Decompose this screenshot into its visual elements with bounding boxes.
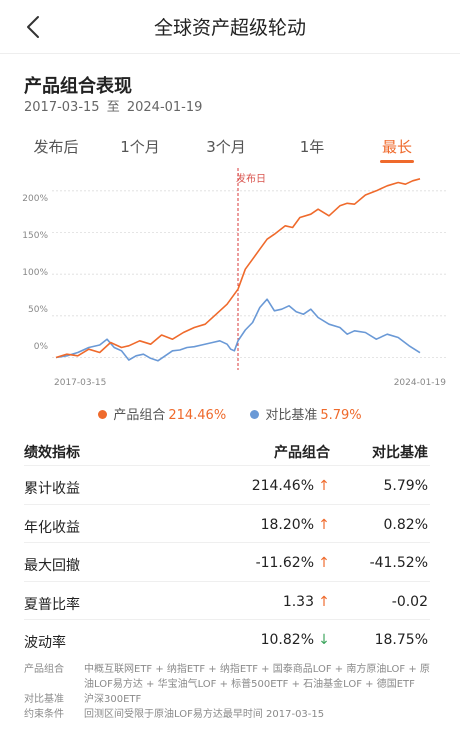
legend-benchmark-label: 对比基准 [265, 408, 318, 423]
arrow-up-icon: ↑ [318, 593, 330, 610]
metrics-header-metric: 绩效指标 [24, 445, 80, 461]
arrow-up-icon: ↑ [318, 516, 330, 533]
tab-1-year[interactable]: 1年 [299, 138, 325, 156]
date-start: 2017-03-15 [24, 100, 100, 115]
arrow-up-icon: ↑ [318, 478, 330, 494]
benchmark-value: 5.79% [383, 478, 428, 494]
section-title: 产品组合表现 [24, 76, 132, 97]
metric-label: 累计收益 [24, 481, 80, 497]
footnote-label: 对比基准 [24, 694, 64, 705]
benchmark-value: 18.75% [374, 632, 428, 648]
legend-benchmark: 对比基准 5.79% [250, 404, 362, 423]
metrics-header-benchmark: 对比基准 [372, 445, 428, 461]
arrow-down-icon: ↓ [318, 632, 330, 648]
benchmark-value: -41.52% [369, 555, 428, 571]
legend-portfolio: 产品组合 214.46% [98, 404, 226, 423]
legend-portfolio-value: 214.46% [168, 408, 227, 423]
legend-dot-icon [98, 410, 108, 419]
tab-since-release[interactable]: 发布后 [33, 138, 79, 156]
chart-legend: 产品组合 214.46% 对比基准 5.79% [0, 404, 460, 424]
x-end-label: 2024-01-19 [394, 378, 447, 388]
table-row: 波动率 10.82% ↓ 18.75% [24, 620, 430, 659]
legend-dot-icon [250, 410, 260, 419]
portfolio-value: 18.20% ↑ [261, 517, 330, 533]
tab-longest[interactable]: 最长 [357, 136, 437, 163]
table-row: 夏普比率 1.33 ↑ -0.02 [24, 582, 430, 620]
metric-label: 年化收益 [24, 519, 80, 536]
date-separator: 至 [106, 100, 120, 115]
footnote-text: 沪深300ETF [84, 694, 142, 705]
footnotes: 产品组合 中概互联网ETF + 纳指ETF + 纳指ETF + 国泰商品LOF … [24, 662, 436, 722]
performance-chart-svg: 200% 150% 100% 50% 0% 2017-03-15 2024-01… [22, 168, 447, 388]
performance-chart: 200% 150% 100% 50% 0% 2017-03-15 2024-01… [0, 162, 460, 394]
portfolio-series-line [55, 178, 421, 359]
back-button[interactable] [18, 10, 52, 44]
footnote-label: 约束条件 [24, 709, 64, 720]
footnote-constraint: 约束条件 回测区间受限于原油LOF易方达最早时间 2017-03-15 [24, 707, 436, 722]
footnote-text: 回测区间受限于原油LOF易方达最早时间 2017-03-15 [84, 709, 325, 720]
benchmark-value: 0.82% [383, 516, 428, 533]
table-row: 累计收益 214.46% ↑ 5.79% [24, 466, 430, 505]
footnote-benchmark: 对比基准 沪深300ETF [24, 692, 436, 707]
date-range: 2017-03-15 至 2024-01-19 [24, 96, 205, 115]
legend-portfolio-label: 产品组合 [113, 408, 166, 423]
y-tick-label: 200% [22, 194, 48, 204]
benchmark-series-line [55, 298, 421, 362]
footnote-text: 中概互联网ETF + 纳指ETF + 纳指ETF + 国泰商品LOF + 南方原… [84, 664, 430, 690]
chevron-left-icon [27, 16, 39, 38]
app-header: 全球资产超级轮动 [0, 0, 460, 54]
release-label: 发布日 [236, 172, 266, 185]
y-tick-label: 0% [34, 342, 49, 352]
legend-benchmark-value: 5.79% [320, 408, 362, 423]
portfolio-value: 1.33 ↑ [283, 594, 330, 610]
date-end: 2024-01-19 [126, 100, 203, 115]
portfolio-value-text: 1.33 [282, 593, 314, 610]
page-title: 全球资产超级轮动 [153, 17, 306, 39]
x-start-label: 2017-03-15 [54, 378, 106, 388]
y-tick-label: 100% [22, 268, 48, 278]
portfolio-value-text: -11.62% [255, 555, 314, 571]
period-tabs: 发布后 1个月 3个月 1年 最长 [0, 136, 460, 163]
portfolio-value: 10.82% ↓ [261, 632, 330, 648]
portfolio-value-text: 10.82% [260, 632, 314, 648]
metric-label: 夏普比率 [24, 596, 80, 613]
arrow-up-icon: ↑ [318, 555, 330, 571]
portfolio-value: -11.62% ↑ [256, 555, 330, 571]
table-row: 年化收益 18.20% ↑ 0.82% [24, 505, 430, 543]
metrics-table: 绩效指标 产品组合 对比基准 累计收益 214.46% ↑ 5.79% 年化收益 … [24, 436, 430, 659]
y-tick-label: 50% [28, 305, 48, 315]
portfolio-value: 214.46% ↑ [252, 478, 330, 494]
tab-1-month[interactable]: 1个月 [120, 138, 160, 156]
metrics-header-row: 绩效指标 产品组合 对比基准 [24, 436, 430, 466]
footnote-label: 产品组合 [24, 664, 64, 675]
metrics-header-portfolio: 产品组合 [274, 445, 330, 461]
portfolio-value-text: 18.20% [260, 516, 314, 533]
benchmark-value: -0.02 [391, 593, 428, 610]
portfolio-value-text: 214.46% [251, 478, 314, 494]
metric-label: 波动率 [24, 635, 66, 651]
table-row: 最大回撤 -11.62% ↑ -41.52% [24, 543, 430, 582]
y-tick-label: 150% [22, 231, 48, 241]
tab-3-months[interactable]: 3个月 [206, 138, 246, 156]
footnote-portfolio: 产品组合 中概互联网ETF + 纳指ETF + 纳指ETF + 国泰商品LOF … [24, 662, 436, 692]
metric-label: 最大回撤 [24, 558, 80, 574]
